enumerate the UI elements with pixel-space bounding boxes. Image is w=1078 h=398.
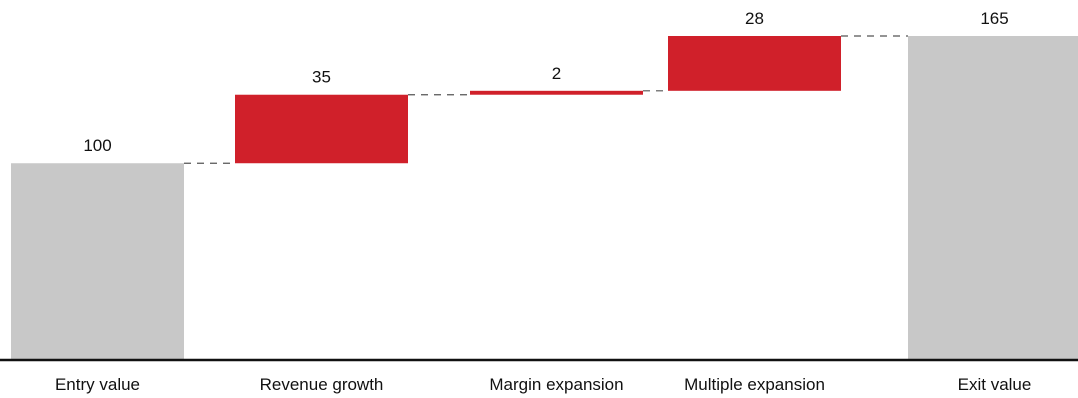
value-label-multiple-expansion: 28 (745, 9, 764, 28)
bar-entry-value (11, 163, 184, 359)
category-label-margin-expansion: Margin expansion (489, 375, 623, 394)
category-label-exit-value: Exit value (958, 375, 1032, 394)
value-labels: 100 35 2 28 165 (83, 9, 1008, 155)
bar-exit-value (908, 36, 1078, 359)
bar-multiple-expansion (668, 36, 841, 91)
connector-lines (184, 35, 908, 164)
bar-margin-expansion (470, 90, 643, 95)
category-label-revenue-growth: Revenue growth (260, 375, 384, 394)
value-label-revenue-growth: 35 (312, 68, 331, 87)
category-label-entry-value: Entry value (55, 375, 140, 394)
category-labels: Entry value Revenue growth Margin expans… (55, 375, 1031, 394)
value-label-margin-expansion: 2 (552, 64, 561, 83)
category-label-multiple-expansion: Multiple expansion (684, 375, 825, 394)
bars (11, 36, 1078, 359)
value-label-exit-value: 165 (980, 9, 1008, 28)
bar-revenue-growth (235, 94, 408, 164)
value-label-entry-value: 100 (83, 136, 111, 155)
